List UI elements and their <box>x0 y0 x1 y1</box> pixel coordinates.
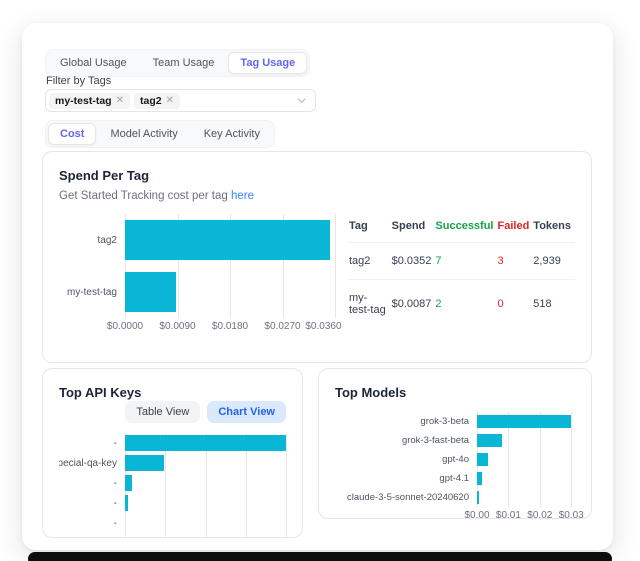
bar[interactable] <box>125 435 286 451</box>
tab-global-usage[interactable]: Global Usage <box>48 52 139 74</box>
spend-per-tag-title: Spend Per Tag <box>59 168 150 183</box>
view-toggle: Table View Chart View <box>125 401 286 423</box>
category-label: - <box>113 497 117 509</box>
bottom-bar <box>28 552 612 561</box>
table-cell: $0.0352 <box>391 242 436 280</box>
table-row: tag2 $0.0352 7 3 2,939 <box>349 242 575 280</box>
top-models-title: Top Models <box>335 385 407 400</box>
gridline <box>539 412 541 507</box>
category-label: tag2 <box>97 234 117 246</box>
get-started-text: Get Started Tracking cost per tag here <box>59 190 254 202</box>
selected-tags: my-test-tag ✕ tag2 ✕ <box>49 92 180 109</box>
bar[interactable] <box>477 415 572 428</box>
table-cell: tag2 <box>349 242 392 280</box>
axis-tick-label: $0.0360 <box>305 321 342 332</box>
top-models-chart: grok-3-beta grok-3-fast-beta gpt-4o gpt-4.1… <box>335 412 584 519</box>
table-row: my-test-tag $0.0087 2 0 518 <box>349 279 575 328</box>
top-models-card: Top Models grok-3-beta grok-3-fast-beta gp… <box>318 368 592 519</box>
table-cell: 3 <box>497 242 534 280</box>
gridline <box>282 214 284 318</box>
bar[interactable] <box>125 455 164 471</box>
table-cell: 2 <box>435 279 498 328</box>
tag-filter-select[interactable]: my-test-tag ✕ tag2 ✕ <box>45 89 316 112</box>
bar[interactable] <box>477 472 482 485</box>
category-label: gpt-4o <box>442 454 469 465</box>
axis-tick-label: $0.0180 <box>211 321 249 332</box>
tag-chip-label: tag2 <box>139 94 162 107</box>
category-label: gpt-4.1 <box>439 473 469 484</box>
tab-team-usage[interactable]: Team Usage <box>141 52 227 74</box>
table-cell: 518 <box>533 279 575 328</box>
bar[interactable] <box>125 272 176 312</box>
gridline <box>177 214 179 318</box>
bar[interactable] <box>477 434 503 447</box>
tab-tag-usage[interactable]: Tag Usage <box>228 52 308 74</box>
selected-tag-chip: my-test-tag ✕ <box>49 92 130 109</box>
axis-tick-label: $0.02 <box>527 510 553 519</box>
gridline <box>508 412 510 507</box>
spend-per-tag-chart: tag2 my-test-tag $0.0000 $0.0090 $0.0180 $0.0… <box>59 214 342 335</box>
column-header: Spend <box>391 220 426 232</box>
top-api-keys-chart: - pecial-qa-key - - - <box>59 433 287 537</box>
app-window: Global Usage Team Usage Tag Usage Filter b… <box>22 23 613 550</box>
usage-tabs: Global Usage Team Usage Tag Usage <box>45 49 311 77</box>
spend-table: Tag Spend Successful Failed Tokens tag2 $0.035… <box>349 216 575 328</box>
column-header: Tag <box>349 220 368 232</box>
category-label: - <box>113 517 117 529</box>
axis-tick-label: $0.03 <box>558 510 584 519</box>
tab-model-activity[interactable]: Model Activity <box>98 123 189 145</box>
axis-tick-label: $0.0000 <box>106 321 144 332</box>
here-link[interactable]: here <box>230 190 254 202</box>
table-cell: my-test-tag <box>349 279 392 328</box>
axis-tick-label: $0.01 <box>495 510 521 519</box>
column-header: Failed <box>497 220 530 232</box>
table-header-row: Tag Spend Successful Failed Tokens <box>349 216 575 243</box>
top-api-keys-title: Top API Keys <box>59 385 142 400</box>
gridline <box>335 214 336 318</box>
gridline <box>125 214 126 318</box>
bar[interactable] <box>125 495 129 511</box>
column-header: Tokens <box>533 220 571 232</box>
tab-cost[interactable]: Cost <box>48 123 97 145</box>
gridline <box>245 433 247 537</box>
table-cell: $0.0087 <box>391 279 436 328</box>
gridline <box>205 433 207 537</box>
spend-per-tag-card: Spend Per Tag Get Started Tracking cost … <box>42 151 592 363</box>
remove-tag-icon[interactable]: ✕ <box>165 95 174 106</box>
gridline <box>165 433 167 537</box>
axis-tick-label: $0.0270 <box>264 321 301 332</box>
category-label: grok-3-fast-beta <box>401 435 469 446</box>
bar[interactable] <box>477 453 488 466</box>
remove-tag-icon[interactable]: ✕ <box>115 95 124 106</box>
gridline <box>230 214 231 318</box>
table-view-button[interactable]: Table View <box>125 401 201 423</box>
tab-key-activity[interactable]: Key Activity <box>192 123 272 145</box>
chevron-down-icon[interactable] <box>296 95 307 106</box>
bar[interactable] <box>125 475 133 491</box>
bar[interactable] <box>125 220 331 260</box>
category-label: - <box>113 437 117 449</box>
gridline <box>286 433 287 537</box>
axis-tick-label: $0.00 <box>464 510 490 519</box>
filter-by-tags-label: Filter by Tags <box>46 75 112 87</box>
top-api-keys-card: Top API Keys Table View Chart View - peci… <box>42 368 303 538</box>
view-tabs: Cost Model Activity Key Activity <box>45 120 275 148</box>
selected-tag-chip: tag2 ✕ <box>133 92 180 109</box>
category-label: claude-3-5-sonnet-20240620 <box>346 492 469 503</box>
table-cell: 2,939 <box>533 242 575 280</box>
chart-view-button[interactable]: Chart View <box>207 401 286 423</box>
category-label: pecial-qa-key <box>59 457 117 469</box>
tag-chip-label: my-test-tag <box>55 94 112 107</box>
axis-tick-label: $0.0090 <box>159 321 196 332</box>
category-label: my-test-tag <box>66 286 117 298</box>
table-cell: 0 <box>497 279 534 328</box>
gridline <box>571 412 573 507</box>
bar[interactable] <box>477 491 479 504</box>
category-label: grok-3-beta <box>420 416 469 427</box>
category-label: - <box>113 477 117 489</box>
column-header: Successful <box>435 220 494 232</box>
table-cell: 7 <box>435 242 498 280</box>
